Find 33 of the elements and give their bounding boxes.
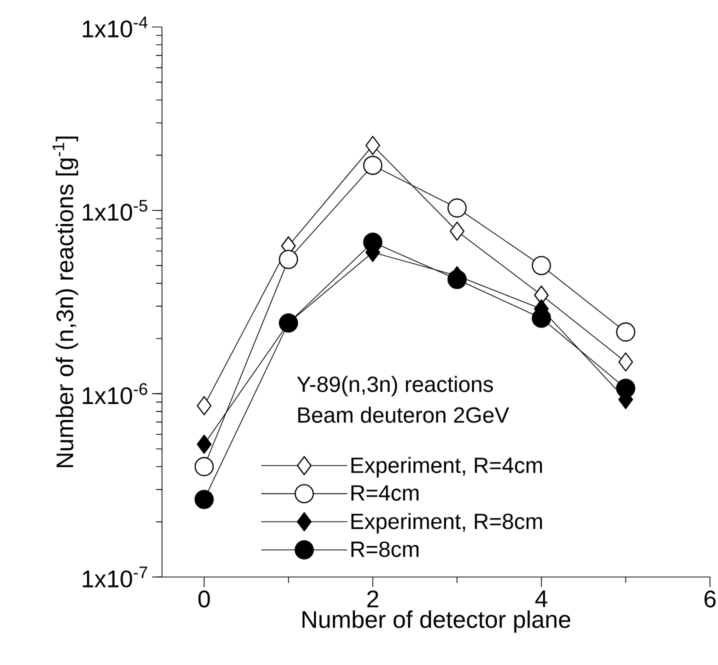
point xyxy=(278,250,298,270)
annotation: Beam deuteron 2GeV xyxy=(298,406,510,423)
point xyxy=(365,136,380,156)
x-tick-label: 6 xyxy=(704,590,716,608)
x-axis-title: Number of detector plane xyxy=(302,610,570,633)
point xyxy=(450,222,464,241)
point xyxy=(532,256,551,276)
point xyxy=(616,378,636,398)
point xyxy=(447,198,467,218)
x-tick-label: 2 xyxy=(367,590,378,608)
point xyxy=(618,352,634,372)
legend-label: Experiment, R=8cm xyxy=(351,513,542,534)
point xyxy=(194,490,214,510)
point xyxy=(532,308,551,328)
point xyxy=(616,322,636,342)
point xyxy=(196,396,212,416)
point xyxy=(278,313,298,333)
point xyxy=(447,270,467,290)
y-tick-label: 1x10$^{-7}$ xyxy=(82,566,148,588)
point xyxy=(194,457,214,476)
y-tick-label: 1x10$^{-6}$ xyxy=(82,383,148,404)
point xyxy=(196,434,212,454)
y-tick-label: 1x10$^{-5}$ xyxy=(82,200,148,221)
x-tick-label: 4 xyxy=(535,590,548,608)
y-tick-label: 1x10$^{-4}$ xyxy=(82,16,148,38)
legend-label: Experiment, R=4cm xyxy=(351,456,542,478)
legend-title: Y-89(n,3n) reactions xyxy=(296,376,493,396)
x-tick-label: 0 xyxy=(198,590,210,608)
point xyxy=(363,232,382,252)
point xyxy=(363,156,382,175)
legend-label: R=8cm xyxy=(351,541,418,558)
legend-label: R=4cm xyxy=(351,485,418,501)
y-axis-title: Number of (n,3n) reactions [g$^{-1}$] xyxy=(52,136,78,468)
